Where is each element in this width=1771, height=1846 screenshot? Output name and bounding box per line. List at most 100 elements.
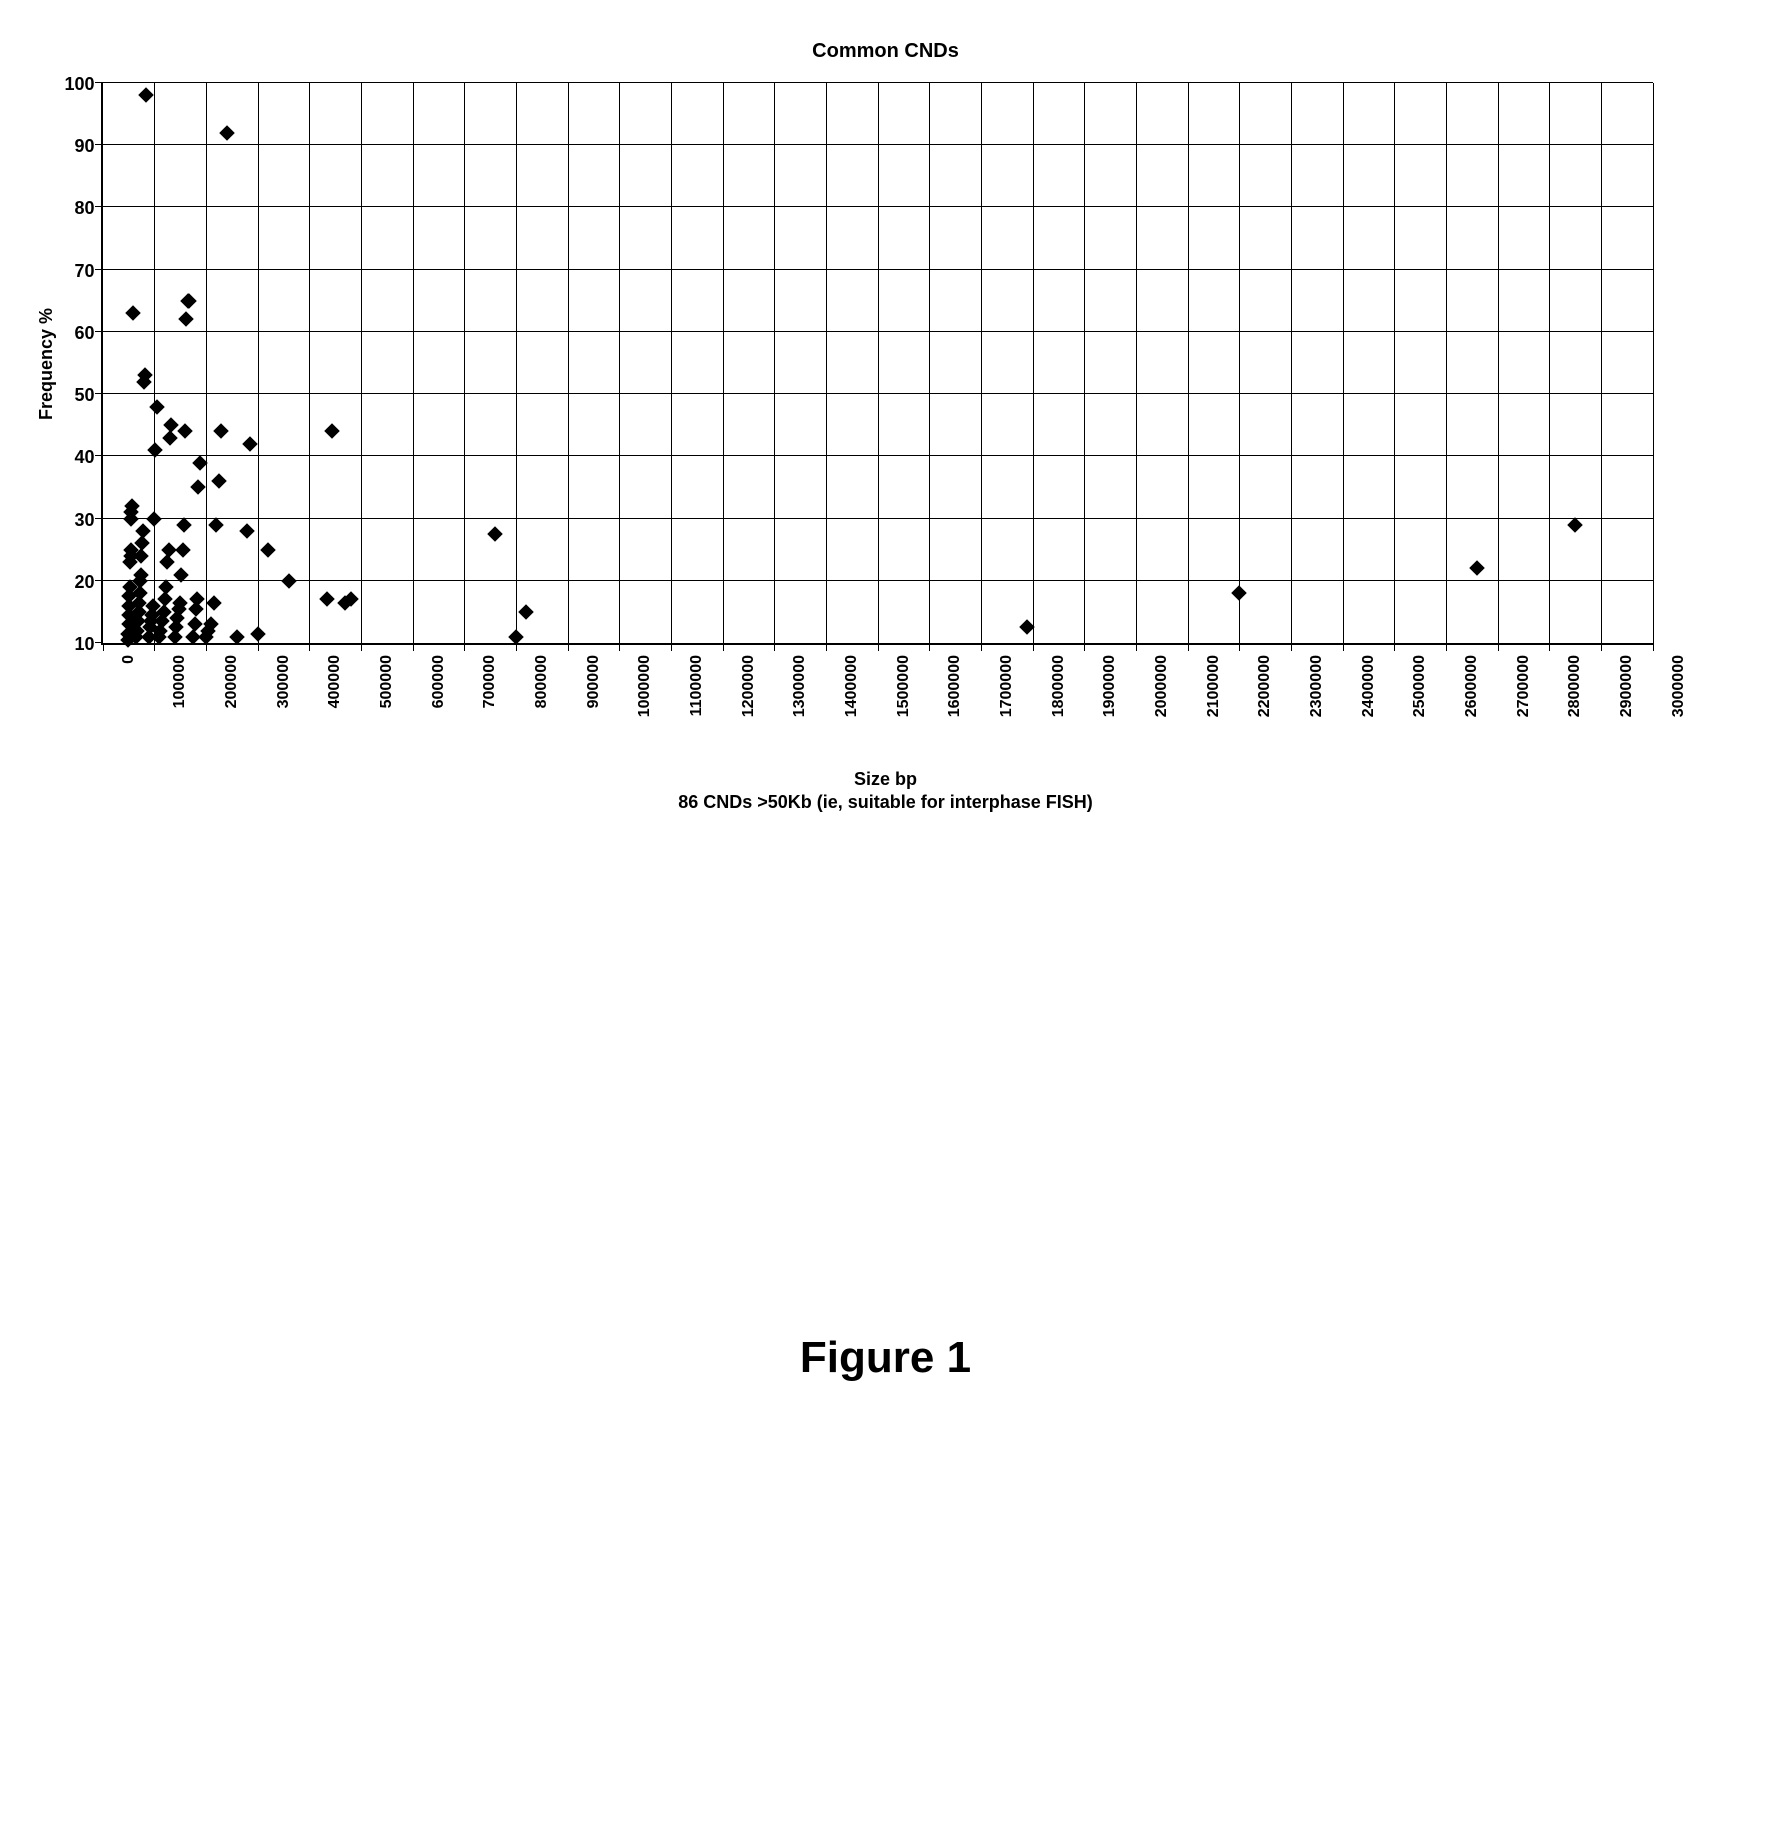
- data-point: [229, 629, 245, 645]
- x-tick-label: 3000000: [1670, 655, 1688, 717]
- x-tick-label: 2500000: [1411, 655, 1429, 717]
- gridline-vertical: [1653, 83, 1654, 643]
- data-point: [219, 125, 235, 141]
- x-tick-label: 2000000: [1153, 655, 1171, 717]
- data-point: [190, 480, 206, 496]
- data-point: [260, 542, 276, 558]
- data-point: [320, 592, 336, 608]
- data-point: [281, 573, 297, 589]
- x-tick-label: 200000: [223, 655, 241, 708]
- figure-caption: Figure 1: [36, 1333, 1736, 1383]
- data-point: [139, 88, 155, 104]
- data-point: [242, 436, 258, 452]
- x-tick-label: 700000: [481, 655, 499, 708]
- y-tick-mark: [95, 580, 103, 581]
- x-tick-label: 1600000: [946, 655, 964, 717]
- gridline-vertical: [1549, 83, 1550, 643]
- data-point: [176, 517, 192, 533]
- x-tick-label: 0: [120, 655, 138, 664]
- gridline-vertical: [723, 83, 724, 643]
- x-tick-label: 2300000: [1308, 655, 1326, 717]
- data-point: [125, 305, 141, 321]
- x-tick-label: 1200000: [740, 655, 758, 717]
- data-point: [182, 293, 198, 309]
- x-tick-label: 1500000: [895, 655, 913, 717]
- x-tick-label: 500000: [378, 655, 396, 708]
- y-axis-label: Frequency %: [36, 308, 57, 420]
- gridline-vertical: [1033, 83, 1034, 643]
- x-tick-label: 1100000: [688, 655, 706, 716]
- gridline-vertical: [981, 83, 982, 643]
- y-tick-mark: [95, 455, 103, 456]
- data-point: [250, 626, 266, 642]
- x-tick-label: 2800000: [1566, 655, 1584, 717]
- x-tick-label: 1400000: [843, 655, 861, 717]
- y-tick-mark: [95, 82, 103, 83]
- x-tick-mark: [103, 643, 104, 651]
- y-tick-mark: [95, 518, 103, 519]
- data-point: [239, 523, 255, 539]
- data-point: [1469, 561, 1485, 577]
- data-point: [206, 595, 222, 611]
- data-point: [158, 579, 174, 595]
- y-axis-ticks: 100908070605040302010: [65, 84, 101, 644]
- y-tick-mark: [95, 206, 103, 207]
- plot-row: Frequency % 100908070605040302010: [36, 83, 1736, 645]
- data-point: [175, 542, 191, 558]
- gridline-vertical: [568, 83, 569, 643]
- data-point: [518, 604, 534, 620]
- x-tick-label: 2700000: [1515, 655, 1533, 717]
- data-point: [211, 473, 227, 489]
- x-tick-label: 2100000: [1205, 655, 1223, 717]
- x-tick-label: 1800000: [1050, 655, 1068, 717]
- data-point: [135, 523, 151, 539]
- x-axis-sublabel: 86 CNDs >50Kb (ie, suitable for interpha…: [36, 792, 1736, 813]
- gridline-vertical: [464, 83, 465, 643]
- gridline-vertical: [1446, 83, 1447, 643]
- gridline-vertical: [516, 83, 517, 643]
- data-point: [508, 629, 524, 645]
- x-tick-label: 1900000: [1101, 655, 1119, 717]
- y-tick-mark: [95, 393, 103, 394]
- data-point: [177, 424, 193, 440]
- gridline-vertical: [154, 83, 155, 643]
- gridline-vertical: [1498, 83, 1499, 643]
- x-tick-label: 900000: [585, 655, 603, 708]
- data-point: [487, 526, 503, 542]
- x-tick-label: 600000: [430, 655, 448, 708]
- x-tick-label: 300000: [275, 655, 293, 708]
- x-tick-label: 400000: [326, 655, 344, 708]
- data-point: [1231, 585, 1247, 601]
- data-point: [149, 399, 165, 415]
- gridline-vertical: [361, 83, 362, 643]
- chart-container: Common CNDs Frequency % 1009080706050403…: [36, 40, 1736, 1383]
- chart-title: Common CNDs: [36, 40, 1736, 63]
- x-axis-ticks: 0 100000 200000 300000 400000 500000 600000 700…: [114, 645, 1664, 765]
- gridline-vertical: [258, 83, 259, 643]
- gridline-vertical: [206, 83, 207, 643]
- gridline-vertical: [309, 83, 310, 643]
- x-tick-label: 2600000: [1463, 655, 1481, 717]
- plot-area: [101, 83, 1653, 645]
- gridline-vertical: [826, 83, 827, 643]
- data-point: [146, 511, 162, 527]
- gridline-vertical: [1239, 83, 1240, 643]
- x-tick-label: 1700000: [998, 655, 1016, 717]
- gridline-vertical: [1084, 83, 1085, 643]
- data-point: [178, 312, 194, 328]
- gridline-vertical: [774, 83, 775, 643]
- gridline-vertical: [1343, 83, 1344, 643]
- y-tick-mark: [95, 331, 103, 332]
- data-point: [1567, 517, 1583, 533]
- gridline-vertical: [1394, 83, 1395, 643]
- y-tick-mark: [95, 642, 103, 643]
- x-tick-label: 2400000: [1360, 655, 1378, 717]
- x-tick-label: 1000000: [636, 655, 654, 717]
- x-tick-label: 100000: [171, 655, 189, 708]
- data-point: [214, 424, 230, 440]
- x-tick-label: 800000: [533, 655, 551, 708]
- gridline-vertical: [929, 83, 930, 643]
- gridline-vertical: [619, 83, 620, 643]
- x-axis-label: Size bp: [36, 769, 1736, 790]
- data-point: [208, 517, 224, 533]
